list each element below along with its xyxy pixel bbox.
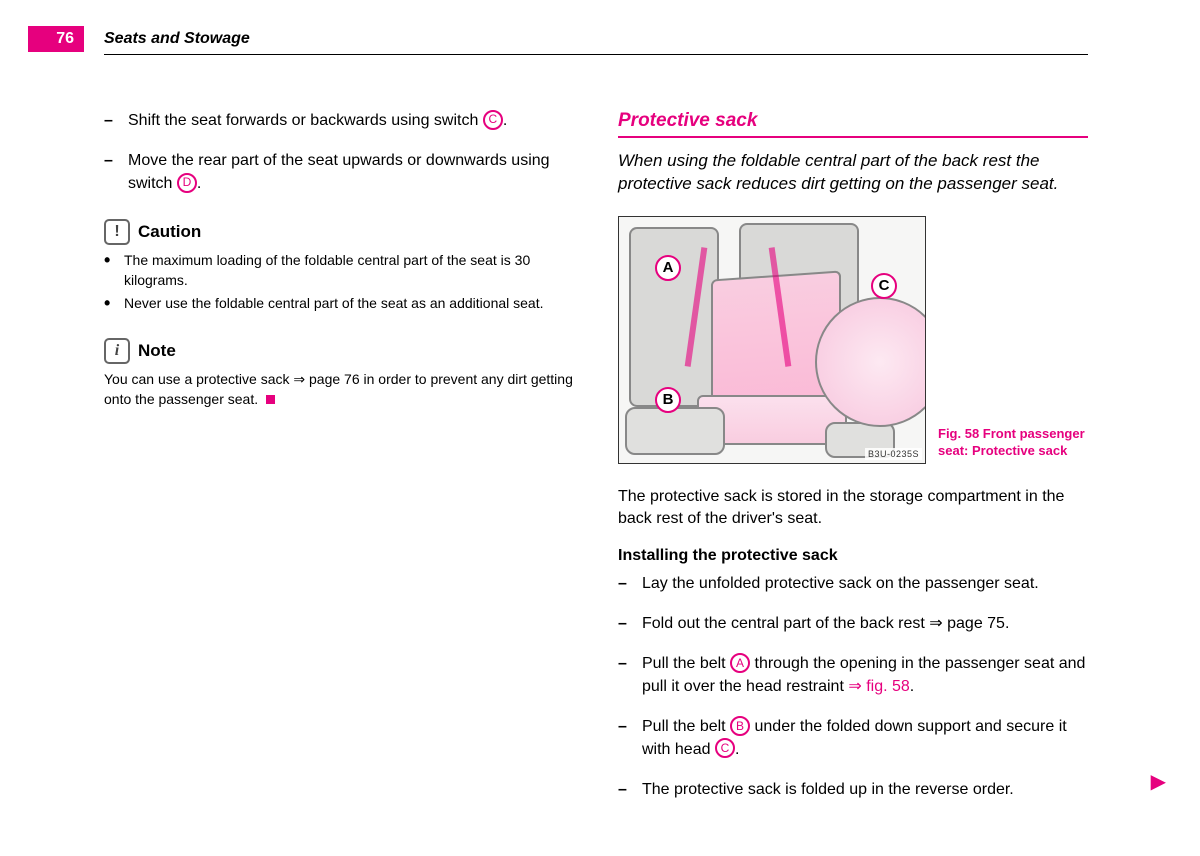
- text-post: .: [197, 175, 201, 192]
- figure-label-c: C: [871, 273, 897, 299]
- page-number: 76: [28, 26, 84, 52]
- step-item: – The protective sack is folded up in th…: [618, 779, 1088, 801]
- switch-letter-d: D: [177, 173, 197, 193]
- topic-heading: Protective sack: [618, 110, 1088, 138]
- text-pre: Shift the seat forwards or backwards usi…: [128, 112, 483, 129]
- intro-text: The protective sack is stored in the sto…: [618, 486, 1088, 531]
- caution-title: Caution: [138, 222, 201, 242]
- step-pre: Pull the belt: [642, 655, 730, 672]
- figure-tag: B3U-0235S: [865, 448, 922, 460]
- dash-bullet: –: [104, 150, 128, 195]
- figure-label-a: A: [655, 255, 681, 281]
- dash-bullet: –: [618, 716, 642, 761]
- seat-illustration: [619, 217, 925, 463]
- fig-ref: ⇒ fig. 58: [848, 678, 909, 695]
- step-text: Pull the belt A through the opening in t…: [642, 653, 1088, 698]
- figure-58: A B C B3U-0235S: [618, 216, 926, 464]
- figure-caption: Fig. 58 Front passenger seat: Protective…: [938, 426, 1088, 464]
- continue-arrow-icon: ▶: [1151, 769, 1166, 794]
- caution-body: • The maximum loading of the foldable ce…: [104, 251, 574, 314]
- dot-bullet: •: [104, 294, 124, 314]
- instruction-item: – Move the rear part of the seat upwards…: [104, 150, 574, 195]
- dash-bullet: –: [618, 653, 642, 698]
- right-column: Protective sack When using the foldable …: [618, 110, 1088, 801]
- step-pre: Pull the belt: [642, 718, 730, 735]
- step-post: .: [735, 741, 739, 758]
- dash-bullet: –: [618, 573, 642, 595]
- step-text: Lay the unfolded protective sack on the …: [642, 573, 1088, 595]
- figure-label-b: B: [655, 387, 681, 413]
- instruction-text: Shift the seat forwards or backwards usi…: [128, 110, 574, 132]
- head-letter-c: C: [715, 738, 735, 758]
- step-item: – Fold out the central part of the back …: [618, 613, 1088, 635]
- caution-icon: !: [104, 219, 130, 245]
- section-title: Seats and Stowage: [104, 30, 250, 48]
- note-title: Note: [138, 341, 176, 361]
- end-marker: [266, 395, 275, 404]
- note-page-ref: ⇒ page 76: [293, 371, 359, 387]
- note-heading: i Note: [104, 338, 574, 364]
- step-pre: Fold out the central part of the back re…: [642, 615, 929, 632]
- instruction-text: Move the rear part of the seat upwards o…: [128, 150, 574, 195]
- dash-bullet: –: [618, 613, 642, 635]
- dash-bullet: –: [104, 110, 128, 132]
- step-post: .: [910, 678, 914, 695]
- header-rule: [104, 54, 1088, 55]
- install-heading: Installing the protective sack: [618, 547, 1088, 565]
- step-item: – Lay the unfolded protective sack on th…: [618, 573, 1088, 595]
- topic-subheading: When using the foldable central part of …: [618, 150, 1088, 196]
- dot-bullet: •: [104, 251, 124, 290]
- step-text: The protective sack is folded up in the …: [642, 779, 1088, 801]
- page-ref: ⇒ page 75: [929, 615, 1005, 632]
- caution-bullet: • The maximum loading of the foldable ce…: [104, 251, 574, 290]
- dash-bullet: –: [618, 779, 642, 801]
- step-text: Pull the belt B under the folded down su…: [642, 716, 1088, 761]
- step-item: – Pull the belt B under the folded down …: [618, 716, 1088, 761]
- caution-heading: ! Caution: [104, 219, 574, 245]
- step-post: .: [1005, 615, 1009, 632]
- switch-letter-c: C: [483, 110, 503, 130]
- figure-row: A B C B3U-0235S Fig. 58 Front passenger …: [618, 216, 1088, 464]
- step-text: Fold out the central part of the back re…: [642, 613, 1088, 635]
- step-item: – Pull the belt A through the opening in…: [618, 653, 1088, 698]
- caution-text: Never use the foldable central part of t…: [124, 294, 574, 314]
- belt-letter-b: B: [730, 716, 750, 736]
- text-post: .: [503, 112, 507, 129]
- note-body: You can use a protective sack ⇒ page 76 …: [104, 370, 574, 409]
- note-text-pre: You can use a protective sack: [104, 371, 293, 387]
- caution-text: The maximum loading of the foldable cent…: [124, 251, 574, 290]
- instruction-item: – Shift the seat forwards or backwards u…: [104, 110, 574, 132]
- caution-bullet: • Never use the foldable central part of…: [104, 294, 574, 314]
- belt-letter-a: A: [730, 653, 750, 673]
- left-column: – Shift the seat forwards or backwards u…: [104, 110, 574, 409]
- info-icon: i: [104, 338, 130, 364]
